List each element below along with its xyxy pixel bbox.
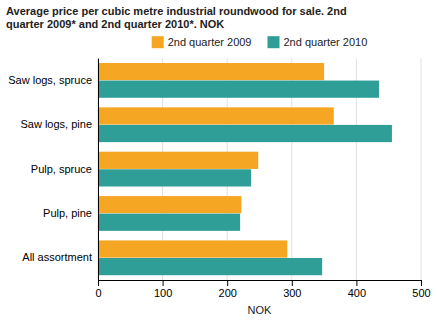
- tick: Saw logs, spruce: [8, 74, 98, 86]
- tick: 100: [154, 280, 172, 299]
- bar: [98, 107, 334, 124]
- legend-item: 2nd quarter 2010: [268, 36, 368, 48]
- legend-label: 2nd quarter 2010: [284, 36, 368, 48]
- bar: [98, 214, 240, 231]
- tick-label: Saw logs, pine: [20, 118, 92, 130]
- title: Average price per cubic metre industrial…: [6, 5, 347, 30]
- axis-line: [99, 281, 422, 287]
- grid: [98, 58, 421, 280]
- legend: 2nd quarter 2009 2nd quarter 2010: [152, 36, 368, 48]
- bars: [98, 63, 392, 275]
- tick: Saw logs, pine: [20, 118, 98, 130]
- tick: All assortment: [22, 251, 98, 263]
- title-line: quarter 2009* and 2nd quarter 2010*. NOK: [6, 18, 224, 30]
- tick-label: 500: [412, 287, 430, 299]
- tick-mark: [227, 280, 228, 286]
- tick-label: All assortment: [22, 251, 92, 263]
- tick: 200: [219, 280, 237, 299]
- axis-line: [98, 59, 99, 281]
- bar: [98, 152, 258, 169]
- grid-line: [98, 58, 99, 280]
- tick: 300: [283, 280, 301, 299]
- tick: 400: [348, 280, 366, 299]
- y-axis: Saw logs, spruce Saw logs, pine Pulp, spru…: [8, 59, 98, 281]
- bar: [98, 196, 241, 213]
- tick-label: 0: [95, 287, 101, 299]
- legend-label: 2nd quarter 2009: [168, 36, 252, 48]
- tick: Pulp, pine: [43, 207, 98, 219]
- legend-swatch: [152, 36, 164, 48]
- x-axis: 0 100 200 300 400 500: [95, 280, 430, 299]
- legend-swatch: [268, 36, 280, 48]
- tick-mark: [163, 280, 164, 286]
- series: [98, 81, 392, 276]
- tick-label: 200: [219, 287, 237, 299]
- tick-mark: [98, 280, 99, 286]
- tick: 0: [95, 280, 101, 299]
- chart: Average price per cubic metre industrial…: [0, 0, 437, 320]
- bar: [98, 169, 251, 186]
- bar: [98, 125, 392, 142]
- grid-line: [421, 58, 422, 280]
- tick-label: Saw logs, spruce: [8, 74, 92, 86]
- tick-label: 400: [348, 287, 366, 299]
- tick: Pulp, spruce: [31, 163, 98, 175]
- x-axis-label: NOK: [248, 304, 273, 316]
- tick-mark: [421, 280, 422, 286]
- tick-label: Pulp, spruce: [31, 163, 92, 175]
- tick-label: 100: [154, 287, 172, 299]
- title-line: Average price per cubic metre industrial…: [6, 5, 347, 17]
- tick: 500: [412, 280, 430, 299]
- legend-item: 2nd quarter 2009: [152, 36, 252, 48]
- bar: [98, 63, 324, 80]
- plot: 0100200300400500Saw logs, spruceSaw logs…: [8, 58, 430, 299]
- tick-mark: [356, 280, 357, 286]
- bar: [98, 258, 322, 275]
- bar: [98, 240, 287, 257]
- tick-mark: [292, 280, 293, 286]
- bar: [98, 81, 379, 98]
- tick-label: Pulp, pine: [43, 207, 92, 219]
- tick-label: 300: [283, 287, 301, 299]
